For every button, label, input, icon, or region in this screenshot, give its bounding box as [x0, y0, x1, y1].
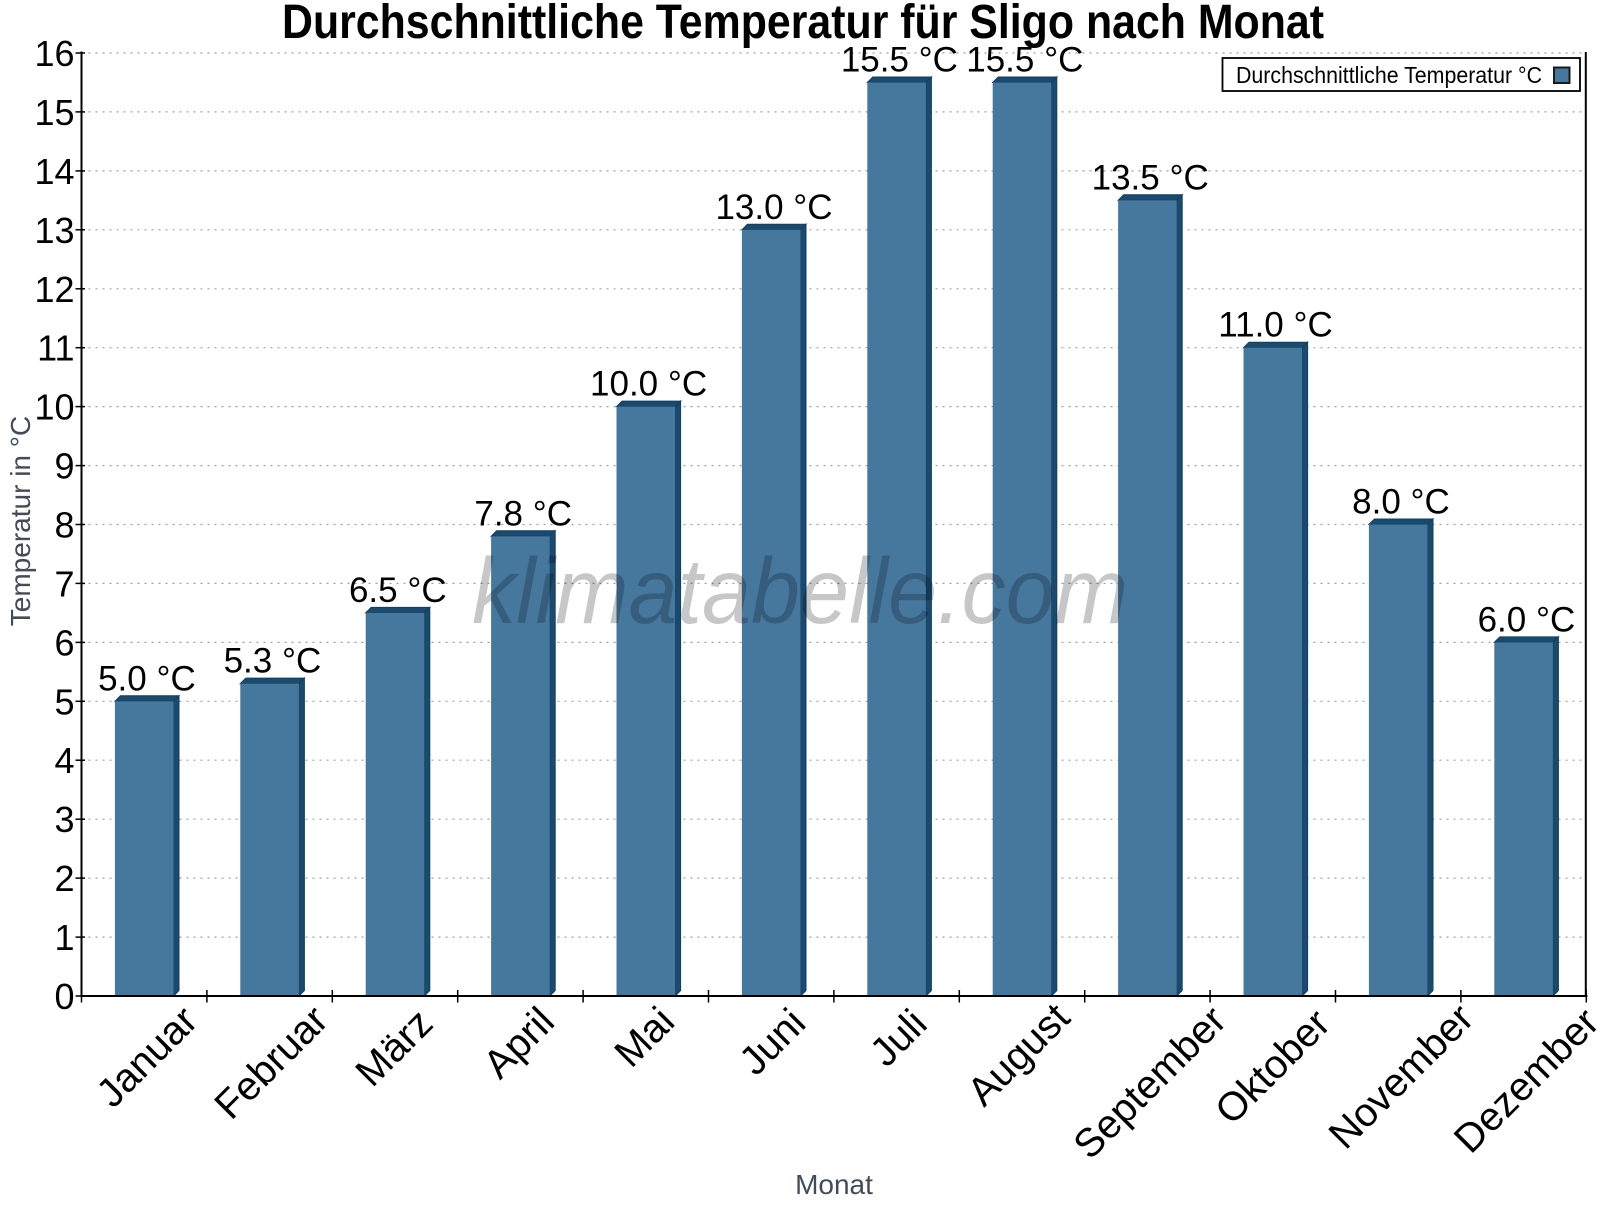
svg-text:2: 2 — [54, 858, 74, 899]
svg-text:8: 8 — [54, 505, 74, 546]
svg-text:Durchschnittliche Temperatur f: Durchschnittliche Temperatur für Sligo n… — [282, 0, 1324, 49]
svg-text:5.0 °C: 5.0 °C — [98, 659, 196, 698]
svg-text:5.3 °C: 5.3 °C — [224, 642, 322, 681]
svg-text:8.0 °C: 8.0 °C — [1352, 483, 1450, 522]
svg-text:7: 7 — [54, 563, 74, 604]
svg-text:12: 12 — [34, 269, 74, 310]
svg-text:6.5 °C: 6.5 °C — [349, 571, 447, 610]
svg-text:1: 1 — [54, 917, 74, 958]
svg-text:klimatabelle.com: klimatabelle.com — [472, 539, 1128, 643]
svg-text:10.0 °C: 10.0 °C — [590, 365, 707, 404]
svg-text:Durchschnittliche Temperatur °: Durchschnittliche Temperatur °C — [1236, 62, 1542, 88]
svg-text:7.8 °C: 7.8 °C — [474, 494, 572, 533]
svg-text:14: 14 — [34, 151, 74, 192]
svg-text:11.0 °C: 11.0 °C — [1218, 306, 1333, 345]
svg-text:16: 16 — [34, 33, 74, 74]
svg-text:5: 5 — [54, 681, 74, 722]
svg-text:13.0 °C: 13.0 °C — [715, 188, 832, 227]
svg-text:13: 13 — [34, 210, 74, 251]
svg-text:15: 15 — [34, 92, 74, 133]
svg-text:3: 3 — [54, 799, 74, 840]
svg-text:4: 4 — [54, 740, 74, 781]
svg-text:6: 6 — [54, 622, 74, 663]
svg-text:10: 10 — [34, 387, 74, 428]
svg-text:Temperatur in °C: Temperatur in °C — [5, 416, 36, 626]
svg-text:9: 9 — [54, 446, 74, 487]
svg-text:13.5 °C: 13.5 °C — [1092, 158, 1209, 197]
svg-text:Monat: Monat — [795, 1169, 873, 1200]
svg-text:11: 11 — [37, 328, 74, 369]
svg-text:15.5 °C: 15.5 °C — [966, 41, 1083, 80]
svg-text:6.0 °C: 6.0 °C — [1478, 600, 1576, 639]
svg-text:0: 0 — [54, 976, 74, 1017]
svg-text:15.5 °C: 15.5 °C — [841, 41, 958, 80]
